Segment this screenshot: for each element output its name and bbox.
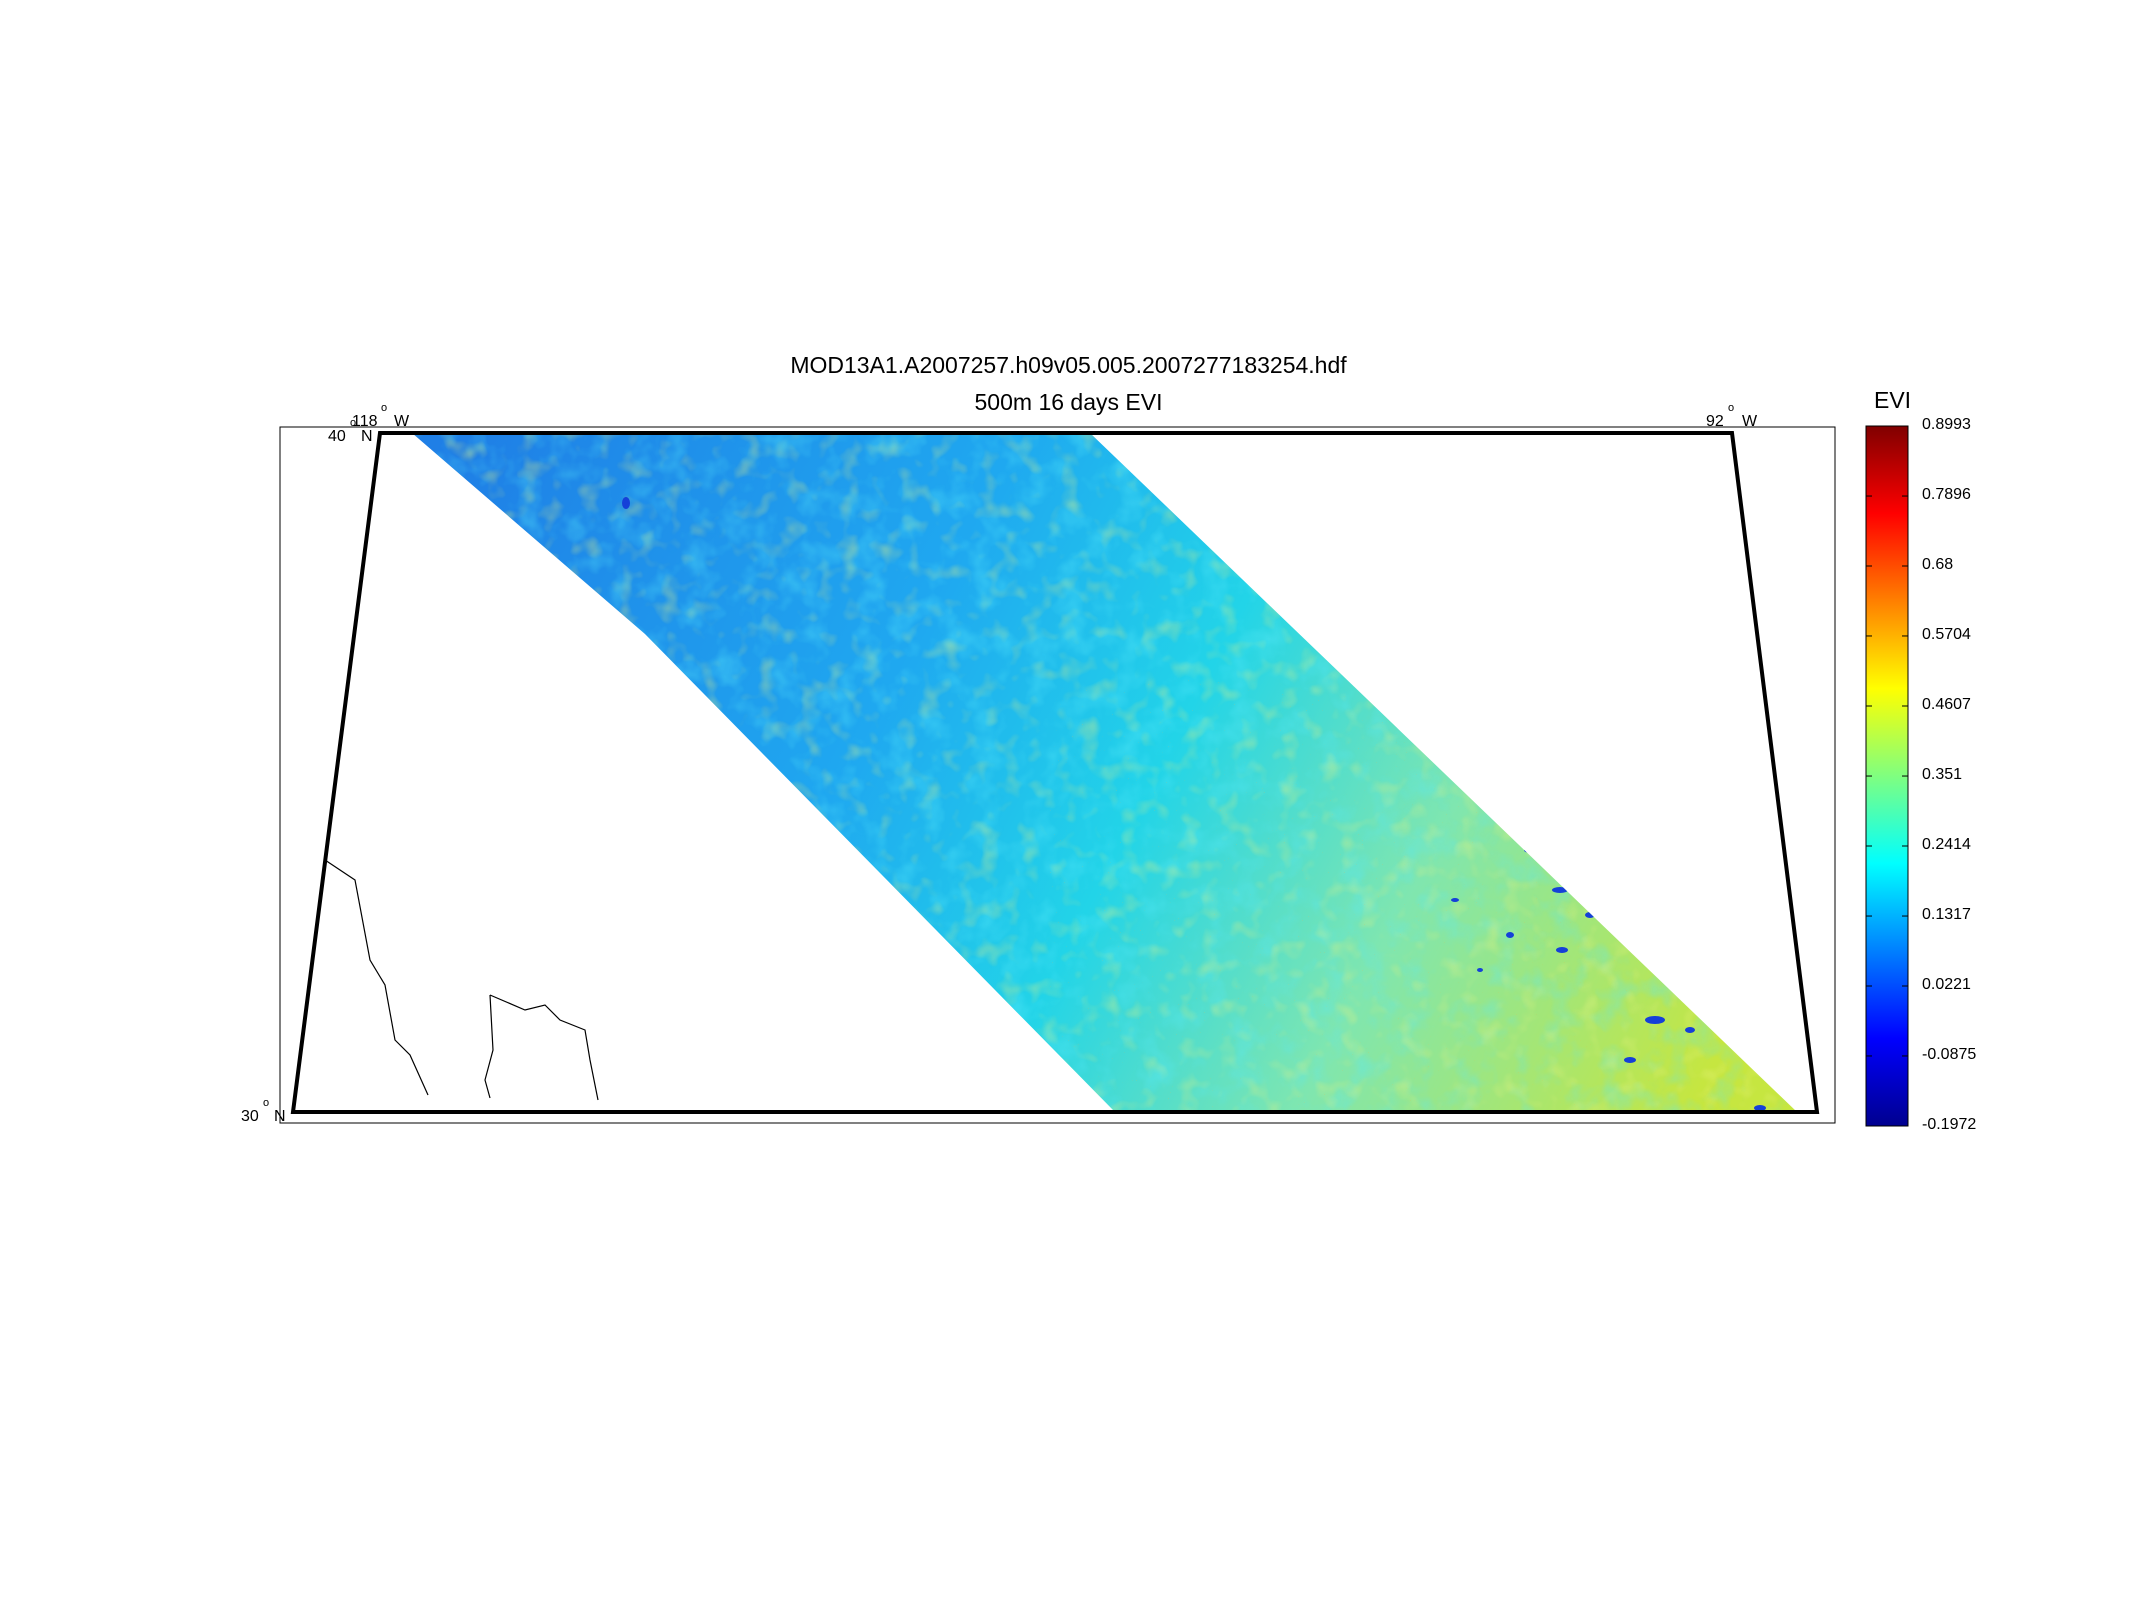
- coastline: [484, 994, 494, 1099]
- degree-symbol: o: [381, 402, 388, 414]
- lon-label-hemi: W: [1742, 413, 1758, 430]
- axes-frame: [279, 426, 1836, 1124]
- lon-label-hemi: W: [394, 413, 410, 430]
- degree-symbol: o: [1728, 402, 1735, 414]
- lat-label-hemi: N: [274, 1108, 286, 1125]
- colorbar-tick-label: -0.0875: [1922, 1045, 1977, 1063]
- degree-symbol: o: [263, 1097, 270, 1109]
- colorbar-tick-label: 0.1317: [1922, 906, 1971, 924]
- coastline: [324, 859, 429, 1096]
- colorbar: [1865, 425, 1909, 1127]
- colorbar-tick-label: 0.4607: [1922, 696, 1971, 713]
- evi-swath: [412, 433, 1797, 1112]
- colorbar-tick-label: -0.1972: [1922, 1116, 1977, 1133]
- colorbar-tick-label: 0.68: [1922, 556, 1954, 573]
- colorbar-tick-label: 0.2414: [1922, 836, 1971, 853]
- lon-label-92: 92: [1706, 413, 1724, 430]
- lat-label-30: 30: [241, 1108, 259, 1125]
- coastline: [489, 994, 599, 1101]
- colorbar-tick-label: 0.5704: [1922, 625, 1971, 643]
- colorbar-tick-label: 0.8993: [1922, 416, 1971, 433]
- lon-label-value: 118: [352, 413, 378, 430]
- colorbar-tick-label: 0.0221: [1922, 976, 1971, 993]
- colorbar-title: EVI: [1874, 387, 1912, 413]
- map-boundary: [290, 431, 1820, 1114]
- colorbar-tick-label: 0.351: [1922, 766, 1963, 784]
- lon-label-118: 118: [352, 413, 378, 431]
- degree-symbol: o: [350, 417, 357, 429]
- colorbar-tick-label: 0.7896: [1922, 486, 1971, 504]
- colorbar-ticks: [1866, 425, 1908, 1127]
- lat-label-40: 40: [328, 428, 346, 445]
- lat-label-hemi: N: [361, 428, 373, 445]
- figure-subtitle: 500m 16 days EVI: [974, 389, 1163, 415]
- figure-title: MOD13A1.A2007257.h09v05.005.200727718325…: [790, 352, 1347, 378]
